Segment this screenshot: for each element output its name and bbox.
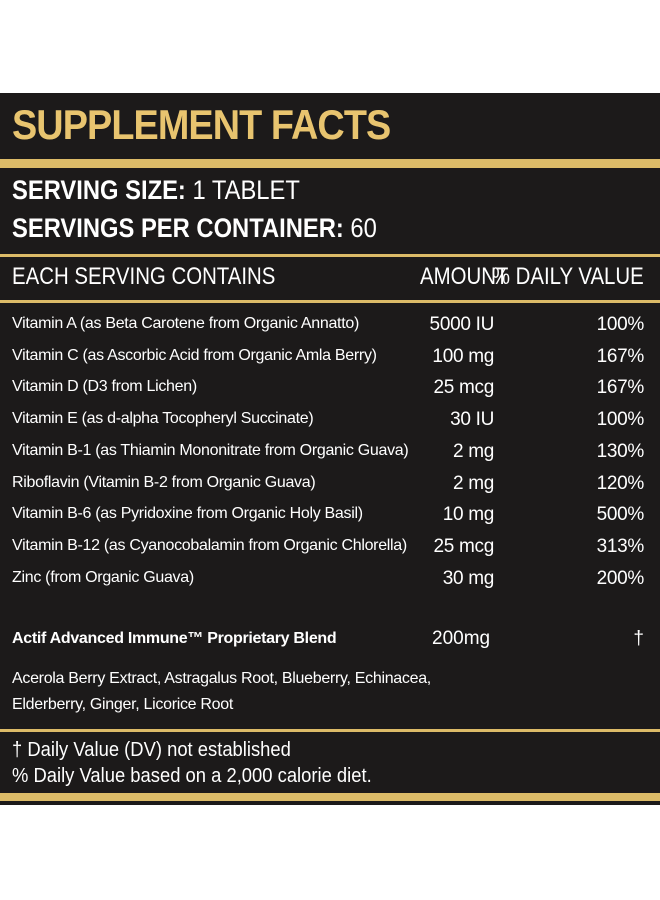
daily-value: 500% <box>596 504 645 526</box>
daily-value: 130% <box>596 440 645 462</box>
title: SUPPLEMENT FACTS <box>12 101 391 148</box>
blend-ingredients: Elderberry, Ginger, Licorice Root <box>12 696 234 713</box>
footnote: † Daily Value (DV) not established <box>12 739 291 761</box>
blend-name: Actif Advanced Immune™ Proprietary Blend <box>12 630 337 647</box>
servings-per-container: SERVINGS PER CONTAINER: 60 <box>12 213 377 244</box>
nutrient-name: Vitamin D (D3 from Lichen) <box>12 378 197 396</box>
daily-value: 167% <box>596 377 645 399</box>
footnote: % Daily Value based on a 2,000 calorie d… <box>12 765 372 787</box>
amount: 100 mg <box>432 345 494 367</box>
nutrient-name: Vitamin B-6 (as Pyridoxine from Organic … <box>12 505 363 523</box>
amount: 25 mcg <box>433 535 494 557</box>
label: SERVING SIZE: <box>12 175 186 205</box>
blend-amount: 200mg <box>432 628 491 649</box>
daily-value: 313% <box>596 535 645 557</box>
facts-panel: SUPPLEMENT FACTS SERVING SIZE: 1 TABLET … <box>0 93 660 805</box>
nutrient-name: Riboflavin (Vitamin B-2 from Organic Gua… <box>12 473 316 491</box>
daily-value: 120% <box>596 472 645 494</box>
nutrient-name: Vitamin C (as Ascorbic Acid from Organic… <box>12 346 377 364</box>
blend-ingredients: Acerola Berry Extract, Astragalus Root, … <box>12 670 431 687</box>
column-header: EACH SERVING CONTAINS <box>12 263 276 290</box>
daily-value: 200% <box>596 567 645 589</box>
blend-daily-value: † <box>633 628 644 649</box>
amount: 10 mg <box>442 504 495 526</box>
nutrient-name: Vitamin B-12 (as Cyanocobalamin from Org… <box>12 536 407 554</box>
divider <box>0 254 660 257</box>
nutrient-name: Vitamin A (as Beta Carotene from Organic… <box>12 315 359 332</box>
divider <box>0 793 660 801</box>
value: 60 <box>350 213 377 243</box>
daily-value: 167% <box>596 345 645 367</box>
column-header: AMOUNT <box>420 263 509 290</box>
divider <box>0 300 660 303</box>
serving-size: SERVING SIZE: 1 TABLET <box>12 175 300 206</box>
divider <box>0 729 660 732</box>
daily-value: 100% <box>596 409 645 431</box>
amount: 30 IU <box>450 409 494 431</box>
daily-value: 100% <box>596 314 645 335</box>
amount: 25 mcg <box>433 377 494 399</box>
label: SERVINGS PER CONTAINER: <box>12 213 344 243</box>
amount: 2 mg <box>452 472 494 494</box>
nutrient-name: Zinc (from Organic Guava) <box>12 568 194 586</box>
amount: 2 mg <box>452 440 494 462</box>
value: 1 TABLET <box>192 175 300 205</box>
column-header: % DAILY VALUE <box>492 263 644 290</box>
amount: 30 mg <box>442 567 495 589</box>
amount: 5000 IU <box>429 314 495 335</box>
nutrient-name: Vitamin B-1 (as Thiamin Mononitrate from… <box>12 441 409 459</box>
nutrient-name: Vitamin E (as d-alpha Tocopheryl Succina… <box>12 410 314 428</box>
divider <box>0 159 660 168</box>
